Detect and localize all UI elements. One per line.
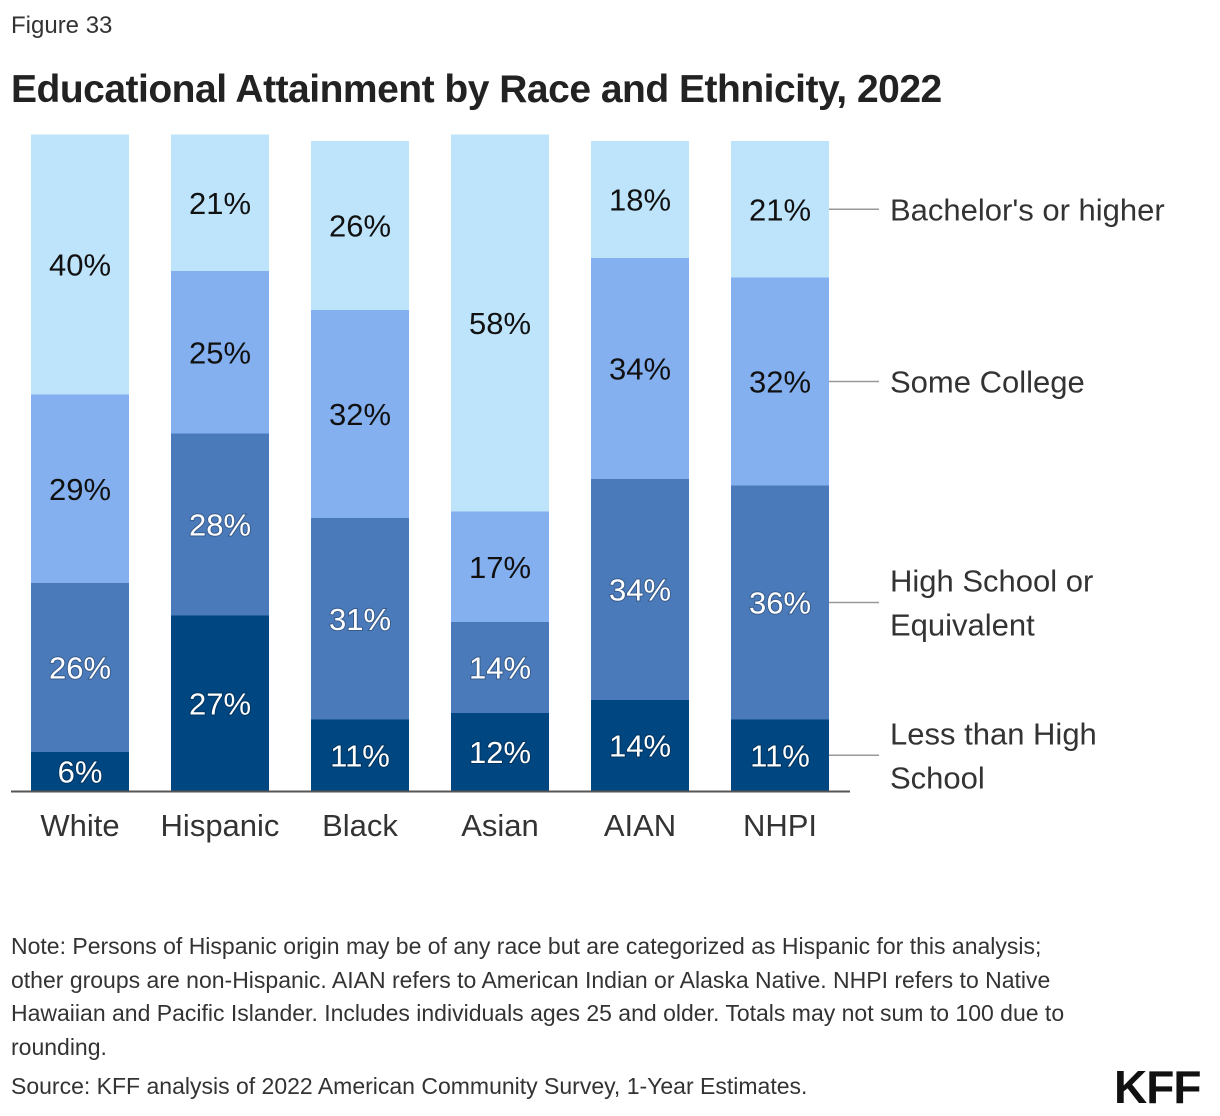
bar-segment <box>451 622 549 713</box>
data-label: 21% <box>189 186 251 221</box>
bar-segment <box>171 134 269 271</box>
chart-source: Source: KFF analysis of 2022 American Co… <box>11 1073 808 1099</box>
bar-segment <box>311 719 409 791</box>
data-label: 17% <box>469 550 531 585</box>
data-label: 12% <box>469 735 531 770</box>
bar-segment <box>311 310 409 518</box>
bar-segment <box>591 479 689 700</box>
bar-segment <box>451 511 549 622</box>
data-label: 26% <box>49 651 111 686</box>
data-label: 58% <box>469 306 531 341</box>
bar-segment <box>731 485 829 720</box>
x-axis-tick-label: AIAN <box>604 808 676 843</box>
data-label: 14% <box>609 729 671 764</box>
chart-note: Note: Persons of Hispanic origin may be … <box>11 933 1065 1060</box>
data-label: 32% <box>749 365 811 400</box>
bar-segment <box>451 134 549 512</box>
legend-label: Bachelor's or higher <box>890 192 1165 227</box>
bar-segment <box>591 258 689 479</box>
data-label: 14% <box>469 651 531 686</box>
bar-segment <box>731 719 829 791</box>
data-label: 21% <box>749 192 811 227</box>
data-label: 6% <box>58 755 103 790</box>
data-label: 26% <box>329 209 391 244</box>
stacked-bar-chart: 6% 26% 29% 40% White 27% 28% 25% 21% Hispanic 11% 3… <box>11 134 1165 843</box>
bar-segment <box>311 518 409 720</box>
legend-label: Equivalent <box>890 608 1035 643</box>
x-axis-tick-label: Asian <box>461 808 539 843</box>
bar-segment <box>31 583 129 752</box>
bar-segment <box>31 752 129 791</box>
data-label: 40% <box>49 248 111 283</box>
bar-segment <box>171 433 269 616</box>
x-axis-tick-label: Hispanic <box>161 808 280 843</box>
bar-segment <box>31 134 129 395</box>
bar-segment <box>31 394 129 583</box>
data-label: 11% <box>330 738 390 773</box>
bar-segment <box>171 271 269 434</box>
data-label: 18% <box>609 183 671 218</box>
data-label: 29% <box>49 472 111 507</box>
data-label: 11% <box>750 738 810 773</box>
x-axis-tick-label: White <box>40 808 119 843</box>
data-label: 34% <box>609 573 671 608</box>
bar-segment <box>731 141 829 278</box>
figure-label: Figure 33 <box>11 12 113 39</box>
data-label: 28% <box>189 508 251 543</box>
bar-segment <box>311 141 409 310</box>
chart-title: Educational Attainment by Race and Ethni… <box>11 68 942 111</box>
data-label: 25% <box>189 335 251 370</box>
x-axis-tick-label: NHPI <box>743 808 817 843</box>
bar-segment <box>591 141 689 258</box>
x-axis-tick-label: Black <box>322 808 398 843</box>
legend-label: Some College <box>890 365 1085 400</box>
bar-segment <box>451 713 549 791</box>
bar-segment <box>591 700 689 791</box>
data-label: 36% <box>749 586 811 621</box>
legend-label: School <box>890 760 985 795</box>
bar-segment <box>731 277 829 486</box>
kff-logo: KFF <box>1114 1061 1201 1113</box>
legend-label: High School or <box>890 564 1093 599</box>
data-label: 27% <box>189 686 251 721</box>
data-label: 32% <box>329 397 391 432</box>
data-label: 34% <box>609 352 671 387</box>
legend-label: Less than High <box>890 716 1097 751</box>
bar-segment <box>171 615 269 791</box>
data-label: 31% <box>329 602 391 637</box>
